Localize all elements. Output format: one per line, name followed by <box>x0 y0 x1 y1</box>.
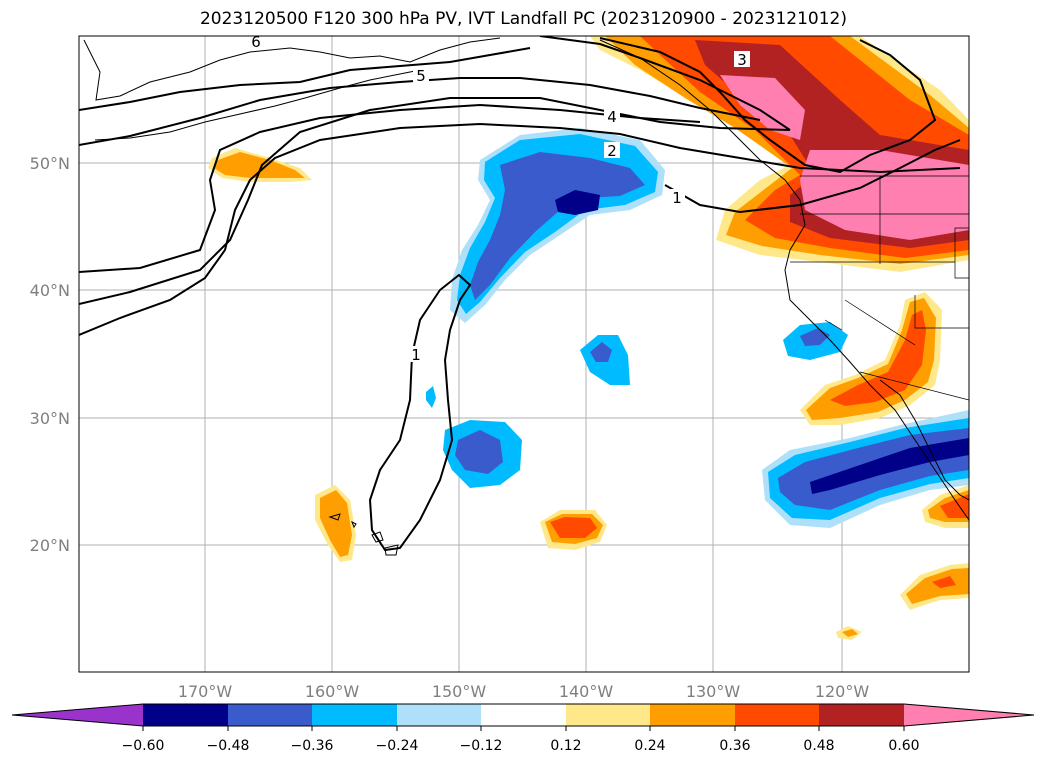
positive-anomaly-subtropical <box>540 510 607 550</box>
colorbar-bin-1 <box>143 704 228 726</box>
positive-anomaly-southeast <box>836 485 969 640</box>
colorbar-tick-label: 0.12 <box>550 738 581 754</box>
colorbar-tick-label: 0.24 <box>634 738 665 754</box>
colorbar-under-triangle <box>12 704 143 726</box>
positive-anomaly-north <box>590 36 969 272</box>
colorbar-bin-3 <box>312 704 397 726</box>
colorbar-bin-4 <box>397 704 481 726</box>
colorbar-tick-label: 0.36 <box>719 738 750 754</box>
coastlines <box>83 37 969 521</box>
colorbar-tick-label: 0.48 <box>803 738 834 754</box>
colorbar-bin-5 <box>481 704 566 726</box>
contour-label-1a: 1 <box>672 189 682 207</box>
lat-label-40n: 40°N <box>30 281 70 300</box>
colorbar-tick-label: −0.36 <box>291 738 334 754</box>
contour-label-4: 4 <box>607 108 617 126</box>
latitude-labels: 50°N 40°N 30°N 20°N <box>30 154 70 555</box>
colorbar-bin-7 <box>650 704 735 726</box>
colorbar-tick-label: −0.24 <box>376 738 419 754</box>
colorbar-bin-9 <box>819 704 904 726</box>
colorbar-tick-label: 0.60 <box>888 738 919 754</box>
lon-label-140w: 140°W <box>559 682 614 701</box>
lon-label-170w: 170°W <box>178 682 233 701</box>
contour-label-2: 2 <box>607 142 617 160</box>
colorbar-bin-6 <box>566 704 650 726</box>
lon-label-160w: 160°W <box>305 682 360 701</box>
colorbar-bin-2 <box>228 704 312 726</box>
colorbar-bin-8 <box>735 704 819 726</box>
lat-label-30n: 30°N <box>30 409 70 428</box>
longitude-labels: 170°W 160°W 150°W 140°W 130°W 120°W <box>178 682 870 701</box>
lon-label-120w: 120°W <box>815 682 870 701</box>
colorbar-tick-label: −0.48 <box>207 738 250 754</box>
lon-label-150w: 150°W <box>432 682 487 701</box>
lat-label-50n: 50°N <box>30 154 70 173</box>
contour-label-3: 3 <box>737 51 747 69</box>
map-title: 2023120500 F120 300 hPa PV, IVT Landfall… <box>199 9 847 29</box>
contour-label-1b: 1 <box>411 346 421 364</box>
pv-contour-labels: 6 5 4 2 1 3 1 <box>248 33 750 364</box>
map-frame <box>78 35 970 673</box>
colorbar-tick-label: −0.60 <box>122 738 165 754</box>
pv-contours <box>79 36 961 552</box>
positive-anomaly-hawaii <box>315 485 356 562</box>
negative-anomaly-small <box>426 322 848 488</box>
positive-anomaly-southwest <box>800 292 942 425</box>
colorbar: −0.60 −0.48 −0.36 −0.24 −0.12 0.12 0.24 … <box>11 703 1035 754</box>
lat-label-20n: 20°N <box>30 536 70 555</box>
colorbar-ticks <box>142 726 905 731</box>
colorbar-tick-label: −0.12 <box>460 738 503 754</box>
colorbar-over-triangle <box>904 704 1034 726</box>
negative-anomaly-central <box>450 128 665 323</box>
positive-anomaly-nw-small <box>208 148 312 182</box>
contour-label-5: 5 <box>416 67 426 85</box>
lon-label-130w: 130°W <box>686 682 741 701</box>
contour-label-6: 6 <box>251 33 261 51</box>
hawaii-islands <box>328 513 399 556</box>
